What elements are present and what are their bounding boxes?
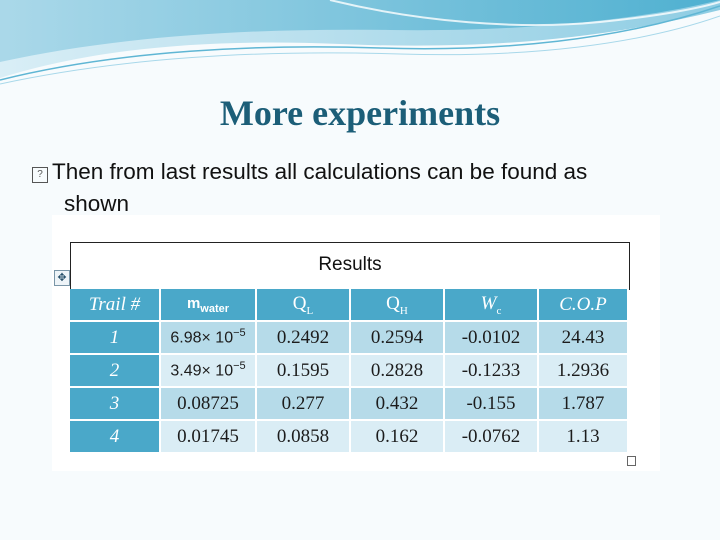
bullet-line-1: Then from last results all calculations … [52, 159, 588, 184]
checkbox-bullet-icon: ? [32, 167, 48, 183]
cell-cop: 1.2936 [538, 354, 629, 388]
cell-ql: 0.0858 [256, 420, 351, 454]
cell-trail: 1 [70, 321, 161, 355]
cell-ql: 0.2492 [256, 321, 351, 355]
cell-trail: 2 [70, 354, 161, 388]
decorative-wave-header [0, 0, 720, 85]
cell-m: 0.01745 [160, 420, 257, 454]
cell-wc: -0.1233 [444, 354, 539, 388]
cell-wc: -0.155 [444, 387, 539, 421]
cell-trail: 3 [70, 387, 161, 421]
results-table: Trail # mwater QL QH Wc C.O.P 1 6.98× 10… [70, 289, 629, 454]
slide-title: More experiments [219, 93, 501, 133]
cell-wc: -0.0762 [444, 420, 539, 454]
cell-cop: 24.43 [538, 321, 629, 355]
cell-m: 3.49× 10−5 [160, 354, 257, 388]
bullet-text: ? Then from last results all calculations… [32, 156, 692, 220]
cell-m: 6.98× 10−5 [160, 321, 257, 355]
table-row: 3 0.08725 0.277 0.432 -0.155 1.787 [70, 387, 629, 421]
cell-qh: 0.432 [350, 387, 445, 421]
resize-handle-icon[interactable] [627, 456, 636, 466]
cell-qh: 0.2828 [350, 354, 445, 388]
table-row: 4 0.01745 0.0858 0.162 -0.0762 1.13 [70, 420, 629, 454]
bullet-line-2: shown [64, 191, 130, 216]
cell-trail: 4 [70, 420, 161, 454]
results-caption: Results [70, 242, 630, 290]
table-row: 2 3.49× 10−5 0.1595 0.2828 -0.1233 1.293… [70, 354, 629, 388]
cell-ql: 0.1595 [256, 354, 351, 388]
cell-m: 0.08725 [160, 387, 257, 421]
cell-cop: 1.787 [538, 387, 629, 421]
cell-wc: -0.0102 [444, 321, 539, 355]
cell-qh: 0.162 [350, 420, 445, 454]
cell-cop: 1.13 [538, 420, 629, 454]
header-ql: QL [256, 289, 351, 322]
table-move-handle-icon[interactable]: ✥ [54, 270, 70, 286]
table-row: 1 6.98× 10−5 0.2492 0.2594 -0.0102 24.43 [70, 321, 629, 355]
header-qh: QH [350, 289, 445, 322]
header-m-water: mwater [160, 289, 257, 322]
cell-qh: 0.2594 [350, 321, 445, 355]
header-wc: Wc [444, 289, 539, 322]
table-header-row: Trail # mwater QL QH Wc C.O.P [70, 289, 629, 322]
header-cop: C.O.P [538, 289, 629, 322]
header-trail: Trail # [70, 289, 161, 322]
cell-ql: 0.277 [256, 387, 351, 421]
